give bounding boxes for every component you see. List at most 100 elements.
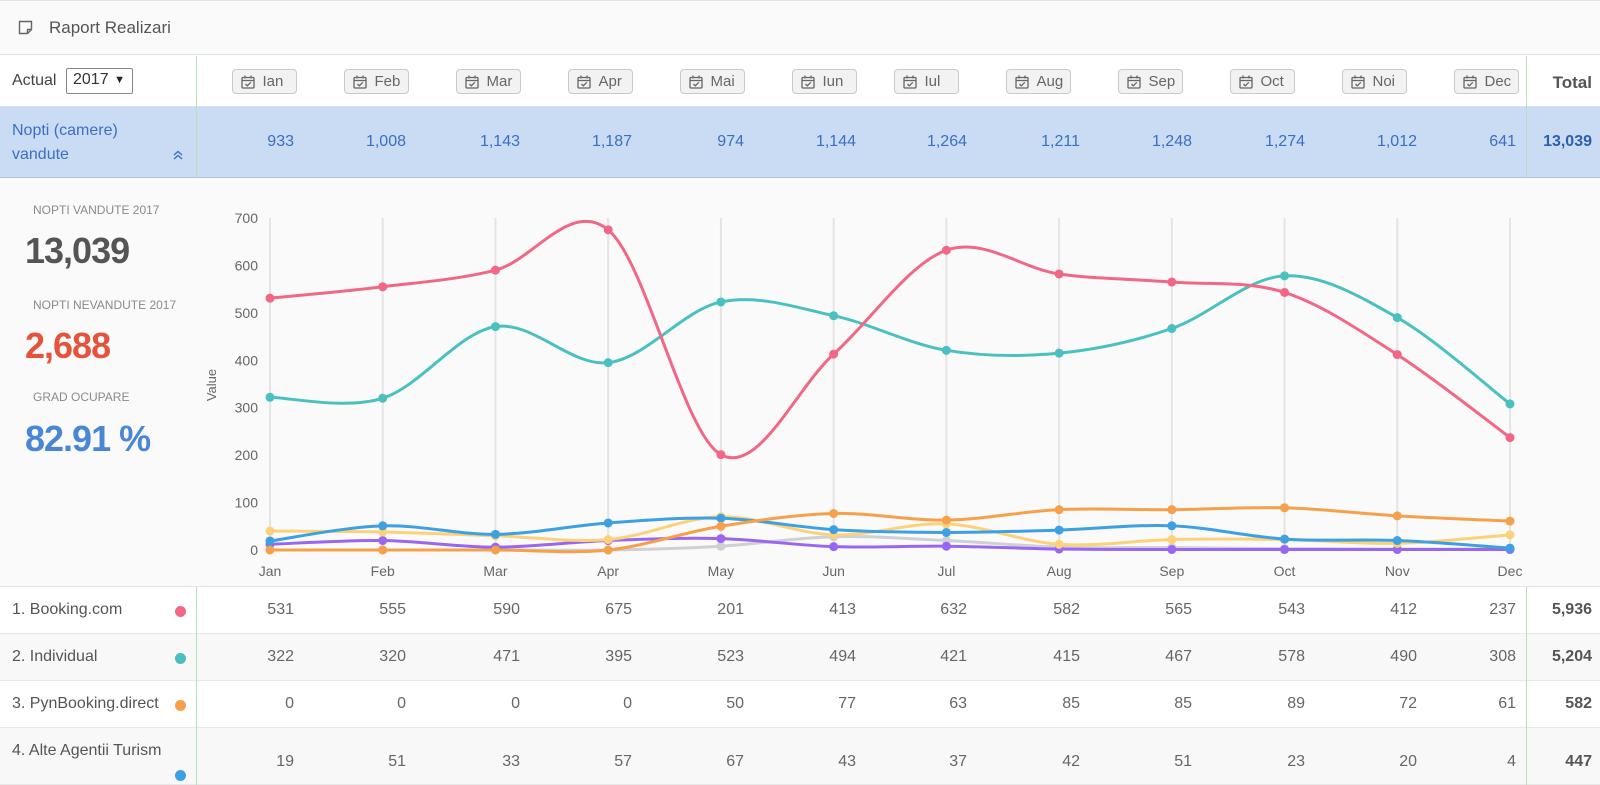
series-line xyxy=(269,516,1511,550)
row-value: 395 xyxy=(605,648,632,665)
data-point xyxy=(941,515,951,525)
x-tick-label: Jan xyxy=(259,563,282,579)
summary-label: Nopti (camere) vandute xyxy=(12,122,118,163)
series-color-dot xyxy=(175,700,186,711)
data-point xyxy=(490,322,500,332)
y-tick-label: 400 xyxy=(235,352,259,368)
month-button[interactable]: Noi xyxy=(1341,69,1407,94)
calendar-check-icon xyxy=(352,75,367,89)
x-tick-label: Dec xyxy=(1498,563,1523,579)
data-point xyxy=(603,225,613,235)
page-title: Raport Realizari xyxy=(49,18,171,37)
row-value: 57 xyxy=(614,753,632,770)
data-point xyxy=(1280,503,1290,513)
column-divider xyxy=(1526,587,1527,785)
month-button-label: Apr xyxy=(598,73,622,90)
row-value: 201 xyxy=(717,601,744,618)
summary-value: 1,248 xyxy=(1151,133,1192,150)
x-tick-label: Mar xyxy=(483,563,507,579)
data-point xyxy=(490,265,500,275)
series-color-dot xyxy=(175,606,186,617)
chevron-down-icon: ▼ xyxy=(114,74,125,86)
data-point xyxy=(1167,505,1177,515)
kpi-sold-value: 13,039 xyxy=(25,230,130,271)
data-point xyxy=(378,393,388,403)
row-value: 590 xyxy=(493,601,520,618)
row-value: 412 xyxy=(1390,601,1417,618)
month-button[interactable]: Ian xyxy=(231,69,297,94)
x-tick-label: Nov xyxy=(1385,563,1410,579)
row-value: 320 xyxy=(379,648,406,665)
x-tick-label: Aug xyxy=(1047,563,1072,579)
month-button-label: Mai xyxy=(710,73,735,90)
kpi-occupancy-value: 82.91 % xyxy=(25,418,151,459)
month-button[interactable]: Apr xyxy=(567,69,633,94)
data-point xyxy=(378,527,388,537)
series-line xyxy=(269,220,1511,460)
summary-value: 1,143 xyxy=(479,133,520,150)
data-point xyxy=(716,297,726,307)
kpi-unsold-label: NOPTI NEVANDUTE 2017 xyxy=(33,298,177,312)
summary-value: 933 xyxy=(267,133,294,150)
calendar-check-icon xyxy=(576,75,591,89)
data-point xyxy=(1280,271,1290,281)
row-value: 0 xyxy=(285,695,294,712)
data-point xyxy=(1167,324,1177,334)
month-button[interactable]: Iun xyxy=(791,69,857,94)
data-point xyxy=(716,534,726,544)
data-point xyxy=(1167,521,1177,531)
data-point xyxy=(378,545,388,555)
row-value: 523 xyxy=(717,648,744,665)
month-header-row: Actual 2017 ▼ Total Ian Feb Mar Apr Mai Iun Iu… xyxy=(0,56,1600,107)
row-total: 5,936 xyxy=(1551,601,1592,618)
data-point xyxy=(941,527,951,537)
row-value: 20 xyxy=(1399,753,1417,770)
row-value: 237 xyxy=(1489,601,1516,618)
data-point xyxy=(490,529,500,539)
row-value: 72 xyxy=(1399,695,1417,712)
series-line xyxy=(270,506,1511,554)
row-total: 5,204 xyxy=(1551,648,1592,665)
collapse-icon[interactable] xyxy=(173,150,183,160)
month-button[interactable]: Sep xyxy=(1117,69,1183,94)
row-label: 3. PynBooking.direct xyxy=(12,695,159,712)
summary-value: 1,264 xyxy=(926,133,967,150)
line-chart: Jan Feb Mar Apr May Jun Jul Aug Sep Oct Nov Dec 0 100… xyxy=(204,210,1523,579)
data-point xyxy=(1054,269,1064,279)
month-button[interactable]: Feb xyxy=(343,69,409,94)
month-button[interactable]: Iul xyxy=(893,69,959,94)
data-point xyxy=(378,282,388,292)
month-button[interactable]: Oct xyxy=(1229,69,1295,94)
y-tick-label: 300 xyxy=(235,400,259,416)
calendar-check-icon xyxy=(240,75,255,89)
row-value: 490 xyxy=(1390,648,1417,665)
y-tick-label: 100 xyxy=(235,495,259,511)
summary-value: 1,144 xyxy=(815,133,856,150)
data-point xyxy=(1054,539,1064,549)
year-select[interactable]: 2017 ▼ xyxy=(66,68,133,94)
data-point xyxy=(603,535,613,545)
y-axis-label: Value xyxy=(204,369,219,401)
month-button-label: Iul xyxy=(924,73,941,90)
data-point xyxy=(1505,530,1515,540)
month-button[interactable]: Aug xyxy=(1005,69,1071,94)
data-point xyxy=(1054,348,1064,358)
month-button[interactable]: Mar xyxy=(455,69,521,94)
row-value: 67 xyxy=(726,753,744,770)
data-point xyxy=(716,450,726,460)
month-button-label: Aug xyxy=(1036,73,1064,90)
month-button[interactable]: Mai xyxy=(679,69,745,94)
row-value: 33 xyxy=(502,753,520,770)
summary-value: 641 xyxy=(1489,133,1516,150)
row-label: 4. Alte Agentii Turism xyxy=(12,742,162,759)
month-button[interactable]: Dec xyxy=(1453,69,1519,94)
row-total: 447 xyxy=(1565,753,1592,770)
data-point xyxy=(603,518,613,528)
data-point xyxy=(1505,516,1515,526)
data-point xyxy=(829,508,839,518)
data-point xyxy=(1167,277,1177,287)
row-value: 23 xyxy=(1287,753,1305,770)
data-point xyxy=(378,536,388,546)
row-value: 582 xyxy=(1053,601,1080,618)
note-icon xyxy=(18,20,33,35)
